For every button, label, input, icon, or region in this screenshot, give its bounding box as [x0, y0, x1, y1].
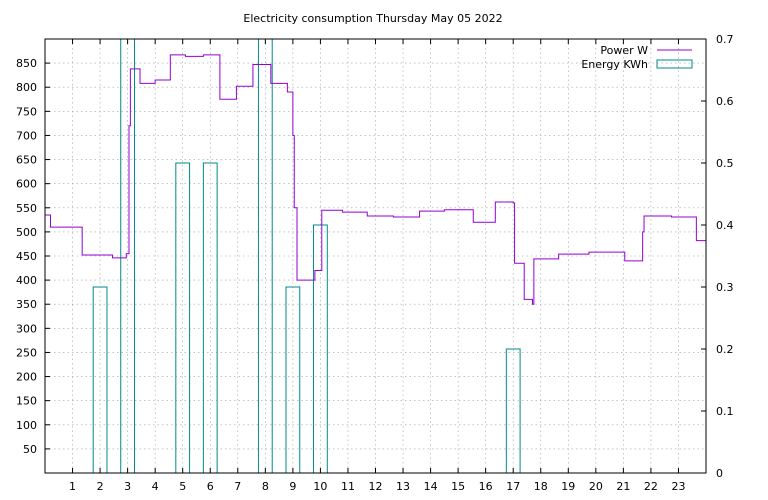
- energy-bar: [92, 286, 108, 473]
- energy-bar: [313, 224, 328, 473]
- x-tick-label: 12: [369, 480, 383, 493]
- y-tick-label: 500: [16, 226, 37, 239]
- y-tick-label: 150: [16, 395, 37, 408]
- y-tick-label: 650: [16, 154, 37, 167]
- y2-tick-label: 0.5: [716, 157, 734, 170]
- energy-bar: [285, 286, 301, 473]
- y2-tick-label: 0.2: [716, 343, 734, 356]
- y2-tick-label: 0.6: [716, 95, 734, 108]
- legend: Power W Energy KWh: [581, 44, 693, 71]
- x-tick-label: 19: [561, 480, 575, 493]
- x-tick-label: 11: [341, 480, 355, 493]
- energy-bar: [202, 162, 218, 473]
- y2-tick-label: 0.7: [716, 33, 734, 46]
- x-tick-label: 15: [451, 480, 465, 493]
- x-tick-label: 20: [589, 480, 603, 493]
- x-tick-label: 21: [616, 480, 630, 493]
- x-tick-label: 16: [479, 480, 493, 493]
- chart-title: Electricity consumption Thursday May 05 …: [243, 12, 502, 25]
- ticks: 1 2 3 4 5 6 7 8 9 10 11 12 13 14 15 16 17 18 19 20 21 22 23501…: [16, 33, 734, 493]
- x-tick-label: 8: [262, 480, 269, 493]
- y-tick-label: 50: [23, 443, 37, 456]
- x-tick-label: 2: [97, 480, 104, 493]
- y-tick-label: 700: [16, 129, 37, 142]
- x-tick-label: 13: [396, 480, 410, 493]
- legend-label-energy: Energy KWh: [581, 58, 648, 71]
- legend-label-power: Power W: [600, 44, 648, 57]
- y2-tick-label: 0.3: [716, 281, 734, 294]
- y-tick-label: 250: [16, 346, 37, 359]
- y-tick-label: 800: [16, 81, 37, 94]
- x-tick-label: 18: [534, 480, 548, 493]
- y-tick-label: 450: [16, 250, 37, 263]
- y2-tick-label: 0: [716, 467, 723, 480]
- x-tick-label: 1: [69, 480, 76, 493]
- y-tick-label: 300: [16, 322, 37, 335]
- x-tick-label: 17: [506, 480, 520, 493]
- y2-tick-label: 0.1: [716, 405, 734, 418]
- y-tick-label: 200: [16, 371, 37, 384]
- y-tick-label: 550: [16, 202, 37, 215]
- x-tick-label: 7: [234, 480, 241, 493]
- y-tick-label: 400: [16, 274, 37, 287]
- y-tick-label: 850: [16, 57, 37, 70]
- energy-bar: [505, 348, 521, 473]
- legend-swatch-energy: [656, 59, 693, 69]
- series-layer: [45, 38, 706, 473]
- x-tick-label: 9: [289, 480, 296, 493]
- power-line: [45, 54, 706, 305]
- x-tick-label: 22: [644, 480, 658, 493]
- x-tick-label: 23: [671, 480, 685, 493]
- y-tick-label: 100: [16, 419, 37, 432]
- energy-bar: [175, 162, 191, 473]
- y-tick-label: 600: [16, 178, 37, 191]
- x-tick-label: 4: [152, 480, 159, 493]
- y-tick-label: 750: [16, 105, 37, 118]
- y2-tick-label: 0.4: [716, 219, 734, 232]
- x-tick-label: 10: [313, 480, 327, 493]
- y-tick-label: 350: [16, 298, 37, 311]
- x-tick-label: 6: [207, 480, 214, 493]
- grid: [45, 39, 706, 473]
- x-tick-label: 3: [124, 480, 131, 493]
- x-tick-label: 14: [424, 480, 438, 493]
- x-tick-label: 5: [179, 480, 186, 493]
